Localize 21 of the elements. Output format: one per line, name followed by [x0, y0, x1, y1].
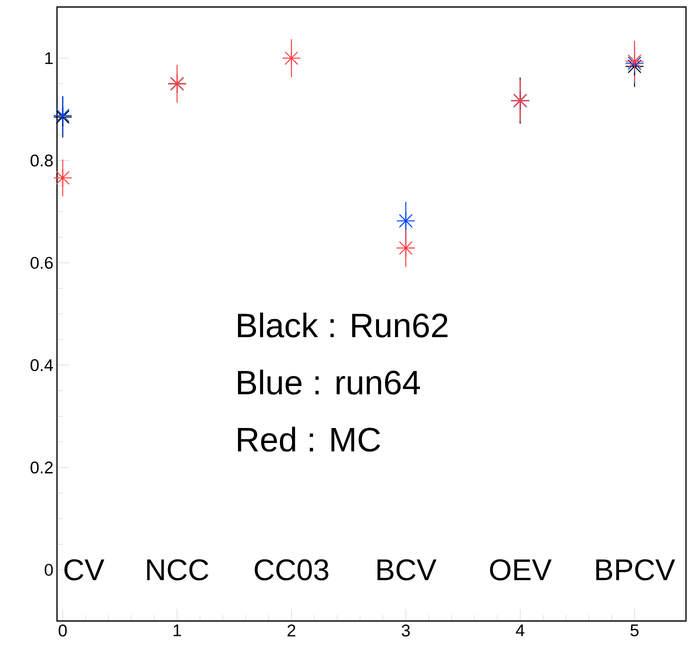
annotation: BCV: [378, 559, 436, 580]
y-tick-label: 0: [44, 564, 53, 576]
annotation: CC03: [254, 559, 328, 580]
annotation: CV: [64, 559, 104, 580]
x-tick-label: 5: [630, 624, 639, 636]
annotation: Red : MC: [238, 426, 380, 452]
x-tick-label: 1: [174, 624, 181, 636]
x-tick-label: 3: [402, 624, 410, 637]
annotation: OEV: [490, 559, 552, 580]
x-tick-label: 4: [516, 624, 524, 636]
x-tick-label: 0: [58, 624, 67, 637]
y-tick-label: 0.8: [30, 154, 53, 166]
annotation: NCC: [147, 559, 208, 580]
y-tick-label: 0.2: [30, 462, 53, 474]
annotation: Black : Run62: [238, 312, 448, 338]
annotation: Blue : run64: [238, 370, 420, 395]
y-tick-label: 0.6: [30, 256, 53, 269]
y-tick-label: 1: [45, 52, 53, 64]
y-tick-label: 0.4: [30, 359, 53, 372]
annotation: BPCV: [596, 559, 676, 580]
x-tick-label: 2: [288, 624, 296, 636]
